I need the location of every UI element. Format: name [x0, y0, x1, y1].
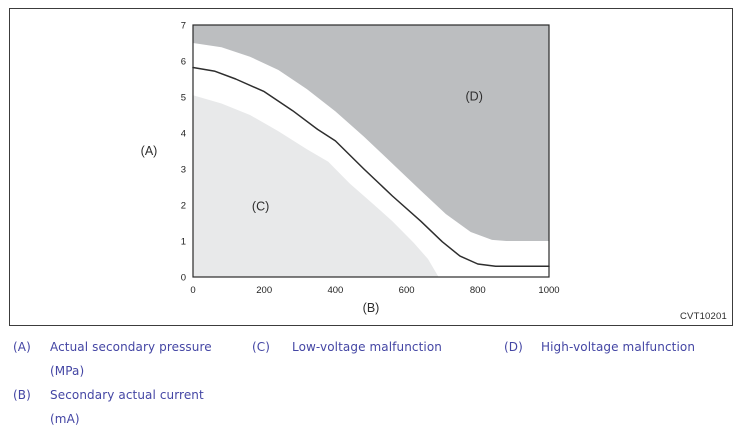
- region-d: [193, 25, 549, 241]
- chart-svg: 0 200 400 600 800 1000 0 1 2 3 4 5 6 7 (A) (B) (C) (D): [141, 20, 560, 315]
- x-tick-label: 0: [190, 285, 195, 296]
- x-tick-label: 800: [470, 285, 486, 296]
- y-tick-label: 7: [181, 20, 186, 31]
- legend-key-d: (D): [504, 340, 523, 354]
- x-axis-label: (B): [363, 301, 380, 315]
- pressure-curve: [192, 66, 550, 267]
- region-label-c: (C): [252, 199, 269, 213]
- y-tick-label: 2: [181, 200, 186, 211]
- x-tick-label: 400: [327, 285, 343, 296]
- legend-key-a: (A): [13, 340, 31, 354]
- legend-key-b: (B): [13, 388, 31, 402]
- figure-code: CVT10201: [679, 311, 727, 322]
- x-tick-label: 600: [399, 285, 415, 296]
- y-tick-label: 6: [181, 56, 186, 67]
- figure-box: 0 200 400 600 800 1000 0 1 2 3 4 5 6 7 (A) (B) (C) (D) CV…: [9, 8, 733, 326]
- legend-text-d: High-voltage malfunction: [541, 340, 696, 354]
- legend-text-c: Low-voltage malfunction: [292, 340, 442, 354]
- y-tick-label: 5: [181, 92, 186, 103]
- legend-unit-a: (MPa): [50, 364, 85, 378]
- y-tick-label: 3: [181, 164, 186, 175]
- region-c: [193, 95, 439, 277]
- region-label-d: (D): [466, 90, 483, 104]
- plot-border: [192, 24, 550, 278]
- y-tick-label: 4: [181, 128, 186, 139]
- legend-key-c: (C): [252, 340, 271, 354]
- y-tick-label: 0: [181, 272, 186, 283]
- y-tick-label: 1: [181, 236, 186, 247]
- legend-text-b: Secondary actual current: [50, 388, 204, 402]
- legend-text-a: Actual secondary pressure: [50, 340, 212, 354]
- x-tick-label: 1000: [538, 285, 559, 296]
- x-tick-label: 200: [256, 285, 272, 296]
- y-axis-label: (A): [141, 144, 158, 158]
- legend-unit-b: (mA): [50, 412, 80, 426]
